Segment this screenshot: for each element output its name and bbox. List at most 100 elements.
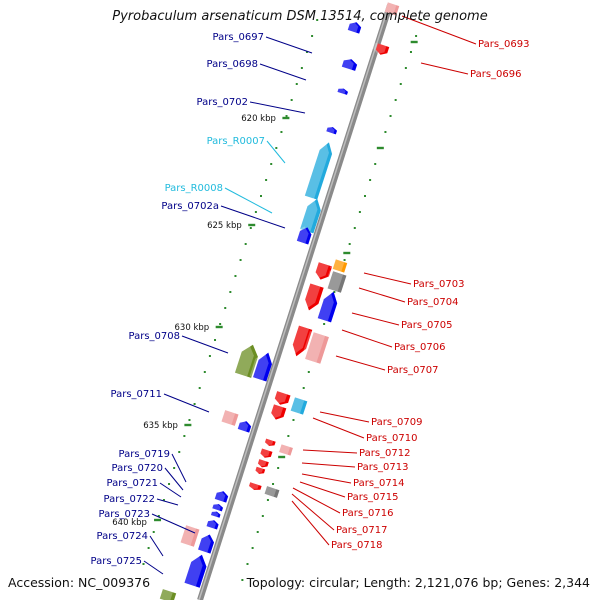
gene-feature-body [257,459,269,468]
label-leader-line [299,481,346,498]
gene-feature-body [255,466,266,474]
gene-feature [257,447,273,458]
gene-feature [301,141,333,200]
label-leader-line [151,513,196,534]
gene-label-left: Pars_0708 [129,331,180,342]
gene-feature [177,524,200,547]
scale-tick-label: 630 kbp [175,323,210,333]
gene-feature [194,533,215,554]
gene-feature-body [337,88,348,95]
gene-label-left: Pars_R0007 [207,136,265,147]
gene-feature-shine [230,343,254,377]
gene-feature-shine [287,396,305,414]
gene-label-right: Pars_0716 [342,508,393,519]
gene-feature-shine [262,437,274,446]
label-leader-line [266,140,286,164]
gene-label-left: Pars_R0008 [165,183,223,194]
gene-label-right: Pars_0707 [387,365,438,376]
gene-feature [372,42,390,55]
label-leader-line [265,36,313,54]
gene-feature-body [271,404,287,420]
gene-feature-body [375,43,390,55]
genome-backbone [197,4,393,600]
gene-label-left: Pars_0698 [207,59,258,70]
gene-feature-body [180,525,200,547]
gene-feature [209,503,224,512]
label-leader-line [358,287,406,303]
gene-feature [323,126,338,135]
gene-feature [296,197,321,234]
scale-tick-label: 625 kbp [207,221,242,231]
label-leader-line [143,560,164,575]
gene-feature-body [264,486,280,498]
gene-label-right: Pars_0696 [470,69,521,80]
gene-feature-shine [156,588,173,600]
genome-summary-text: Topology: circular; Length: 2,121,076 bp… [246,575,590,590]
gene-feature-shine [344,21,359,33]
label-leader-line [351,312,400,326]
gene-label-left: Pars_0724 [97,531,148,542]
label-leader-line [363,272,412,285]
gene-feature-shine [268,403,284,419]
gene-feature [301,282,324,311]
label-leader-line [224,187,273,214]
gene-feature-body [300,198,321,234]
gene-feature-body [234,344,258,378]
gene-feature-body [327,271,347,293]
gene-feature [344,21,362,34]
label-leader-line [171,453,187,483]
label-leader-line [292,487,341,514]
gene-label-right: Pars_0706 [394,342,445,353]
gene-feature [249,351,272,382]
label-leader-line [149,535,164,557]
label-leader-line [181,335,229,354]
gene-feature-shine [177,524,197,546]
scale-tick-label: 635 kbp [143,421,178,431]
gene-feature-body [159,589,177,600]
genome-title: Pyrobaculum arsenaticum DSM 13514, compl… [112,9,488,24]
label-leader-line [335,355,386,371]
gene-label-right: Pars_0693 [478,39,529,50]
gene-feature-shine [335,87,346,95]
scale-tick-label: 620 kbp [241,114,276,124]
gene-feature-body [341,59,358,71]
gene-feature-shine [314,290,334,322]
label-leader-line [291,500,330,546]
gene-feature-shine [253,466,264,474]
label-leader-line [302,449,358,454]
gene-feature [301,330,329,364]
gene-feature-shine [255,458,267,467]
gene-label-right: Pars_0712 [359,448,410,459]
gene-feature-body [260,448,273,458]
gene-feature-shine [180,553,203,587]
gene-feature-body [304,142,333,200]
gene-feature [324,270,347,293]
gene-feature-body [198,534,215,554]
label-leader-line [291,493,335,531]
scale-tick-label: 640 kbp [112,518,147,528]
gene-feature-shine [296,197,318,233]
gene-feature [381,1,400,16]
gene-feature [203,519,219,530]
gene-feature-body [212,504,224,512]
gene-feature-shine [301,330,326,363]
genome-backbone-highlight [198,4,390,600]
gene-feature-shine [312,261,329,279]
gene-feature [261,485,280,498]
gene-feature-shine [261,485,277,497]
gene-feature [329,258,348,273]
accession-text: Accession: NC_009376 [8,575,151,590]
gene-feature-body [184,554,207,588]
gene-label-left: Pars_0722 [104,494,155,505]
gene-feature-body [384,2,400,16]
label-leader-line [249,101,306,114]
gene-feature-shine [209,503,221,511]
gene-feature-shine [246,481,259,489]
label-leader-line [156,498,179,506]
gene-feature [246,481,262,490]
label-leader-line [220,205,286,229]
gene-feature [218,409,239,426]
gene-label-right: Pars_0713 [357,462,408,473]
